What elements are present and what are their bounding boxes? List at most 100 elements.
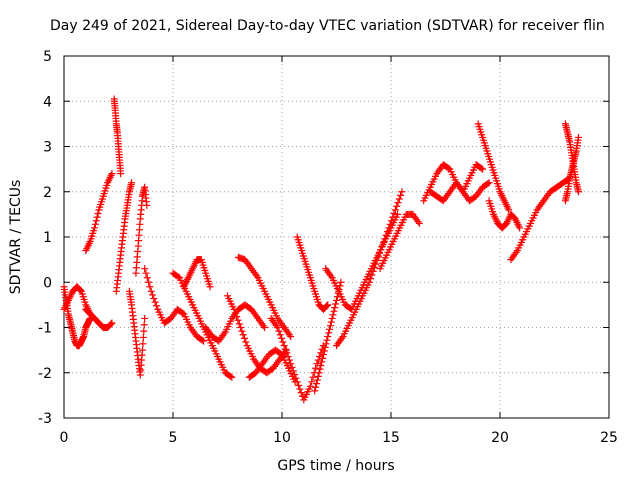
data-point-interp <box>384 228 392 236</box>
x-tick-label: 15 <box>382 430 400 446</box>
data-point-interp <box>152 302 160 310</box>
data-point <box>147 287 155 295</box>
data-point-interp <box>308 378 316 386</box>
data-point-interp <box>295 381 303 389</box>
data-point <box>138 346 146 354</box>
tick-layer: 0 5 10 15 20 25 -3 -2 -1 0 1 2 3 4 5 <box>38 49 618 446</box>
data-point-interp <box>312 364 320 372</box>
data-point-interp <box>77 286 85 294</box>
data-point-interp <box>275 327 283 335</box>
data-point-interp <box>151 298 159 306</box>
data-point-interp <box>390 209 398 217</box>
data-point-interp <box>139 340 147 348</box>
data-point-interp <box>477 164 485 172</box>
data-point <box>479 165 487 173</box>
data-point <box>372 260 380 268</box>
y-tick-label: 3 <box>43 140 52 156</box>
data-point-interp <box>239 331 247 339</box>
data-point <box>91 224 99 232</box>
data-point <box>230 305 238 313</box>
data-point-interp <box>91 220 99 228</box>
data-point-interp <box>309 373 317 381</box>
data-point-interp <box>387 217 395 225</box>
data-point-interp <box>326 325 334 333</box>
data-point-interp <box>312 383 320 391</box>
data-point <box>394 210 402 218</box>
x-axis-label: GPS time / hours <box>277 458 394 474</box>
y-tick-label: -3 <box>38 411 52 427</box>
data-point-interp <box>146 283 154 291</box>
data-point-interp <box>314 372 322 380</box>
data-point <box>141 314 149 322</box>
data-point-interp <box>231 309 239 317</box>
data-point <box>117 170 125 178</box>
data-point <box>485 179 493 187</box>
data-point-interp <box>198 336 206 344</box>
y-axis-label: SDTVAR / TECUs <box>8 180 24 295</box>
data-point-interp <box>235 320 243 328</box>
data-point-interp <box>297 389 305 397</box>
data-point-interp <box>291 371 299 379</box>
data-point-interp <box>330 307 338 315</box>
data-point-interp <box>150 295 158 303</box>
data-point <box>280 342 288 350</box>
data-point-interp <box>312 380 320 388</box>
y-tick-label: -2 <box>38 366 52 382</box>
data-point-interp <box>227 372 235 380</box>
data-point-interp <box>380 238 388 246</box>
grid-layer <box>64 56 609 418</box>
data-point-interp <box>279 338 287 346</box>
data-point-interp <box>174 273 182 281</box>
data-point-interp <box>242 338 250 346</box>
data-point-interp <box>313 376 321 384</box>
data-point-interp <box>323 302 331 310</box>
data-point-interp <box>382 231 390 239</box>
data-point-interp <box>139 333 147 341</box>
data-point <box>315 369 323 377</box>
data-point-interp <box>316 365 324 373</box>
data-point <box>324 333 332 341</box>
data-point <box>516 224 524 232</box>
data-point-interp <box>367 275 375 283</box>
data-point <box>200 337 208 345</box>
data-point <box>324 301 332 309</box>
data-point-interp <box>368 271 376 279</box>
data-point <box>311 387 319 395</box>
data-point-interp <box>445 164 453 172</box>
data-point-interp <box>369 267 377 275</box>
data-point <box>287 333 295 341</box>
data-point-interp <box>285 356 293 364</box>
data-point-interp <box>484 180 492 188</box>
data-point <box>108 319 116 327</box>
data-point-interp <box>320 347 328 355</box>
data-point-interp <box>284 352 292 360</box>
data-point-interp <box>327 318 335 326</box>
data-point-interp <box>94 209 102 217</box>
data-point <box>287 360 295 368</box>
data-point-interp <box>370 264 378 272</box>
data-point-interp <box>323 336 331 344</box>
data-point-interp <box>234 316 242 324</box>
y-tick-label: 5 <box>43 49 52 65</box>
data-point <box>574 188 582 196</box>
data-point <box>333 296 340 304</box>
data-point <box>574 133 582 141</box>
data-point <box>391 206 399 214</box>
x-tick-label: 0 <box>60 430 69 446</box>
data-point <box>313 360 321 368</box>
data-point-interp <box>373 257 381 265</box>
data-point <box>319 351 327 359</box>
data-point-interp <box>149 291 157 299</box>
data-point-interp <box>238 327 246 335</box>
data-point <box>128 179 136 187</box>
data-point-interp <box>326 322 334 330</box>
data-point-interp <box>288 363 296 371</box>
data-point-interp <box>93 213 101 221</box>
data-point-interp <box>142 269 150 277</box>
data-point <box>108 170 116 178</box>
data-point-interp <box>395 195 403 203</box>
data-point-interp <box>322 340 330 348</box>
y-tick-label: 0 <box>43 275 52 291</box>
y-tick-label: 4 <box>43 94 52 110</box>
